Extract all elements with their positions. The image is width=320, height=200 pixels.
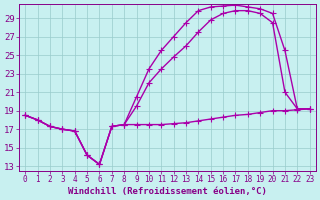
X-axis label: Windchill (Refroidissement éolien,°C): Windchill (Refroidissement éolien,°C)	[68, 187, 267, 196]
